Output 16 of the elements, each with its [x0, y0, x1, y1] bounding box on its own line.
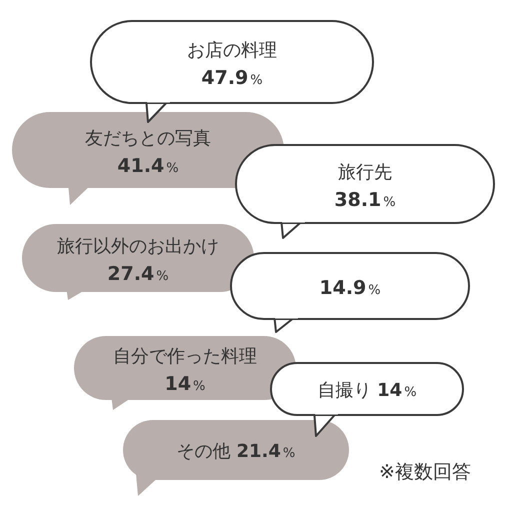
data-label: 14% — [164, 373, 206, 395]
data-label: 47.9% — [201, 67, 263, 89]
data-label: 21.4% — [236, 441, 296, 462]
category-label: 旅行以外のお出かけ — [57, 236, 219, 257]
category-label: 自撮り — [317, 380, 378, 401]
data-label: 27.4% — [107, 263, 169, 285]
text: ※複数回答 — [379, 461, 471, 483]
data-label: 14.9% — [319, 277, 381, 299]
category-label: 自分で作った料理 — [113, 346, 257, 367]
category-label: 友だちとの写真 — [85, 128, 211, 149]
data-label: 38.1% — [334, 189, 396, 211]
data-label: 14% — [377, 380, 417, 401]
category-label: お店の料理 — [187, 40, 277, 61]
data-label: 41.4% — [117, 155, 179, 177]
category-label: その他 — [176, 441, 236, 462]
category-label: 旅行先 — [338, 162, 392, 183]
